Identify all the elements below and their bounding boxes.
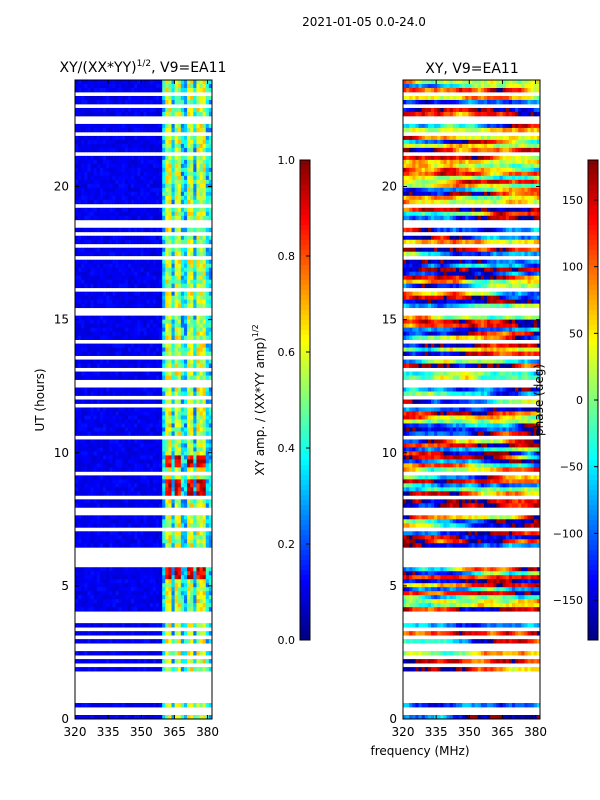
left-xtick-label: 320: [64, 725, 87, 739]
left-ytick-label: 0: [61, 712, 69, 726]
phase-colorbar-label: phase (deg): [532, 364, 546, 436]
right-ytick-label: 0: [389, 712, 397, 726]
amplitude-colorbar-tick-label: 0.8: [278, 250, 296, 263]
amp-cb-label-sup: 1/2: [251, 324, 260, 337]
left-heatmap: [75, 80, 213, 720]
left-title-sup: 1/2: [137, 59, 151, 69]
left-xtick-label: 335: [97, 725, 120, 739]
phase-colorbar-tick-label: −150: [553, 594, 583, 607]
left-ytick-label: 15: [54, 313, 69, 327]
right-panel: XY, V9=EA11 320 335 350 365 380 0 5 10 15 20 freq…: [370, 61, 547, 758]
left-axes-frame: [74, 79, 213, 720]
phase-colorbar-tick-label: −50: [560, 461, 583, 474]
left-ytick-label: 5: [61, 579, 69, 593]
right-heatmap: [403, 80, 541, 720]
right-axes-frame: [402, 79, 541, 720]
amplitude-colorbar-tick-label: 0.0: [278, 634, 296, 647]
left-ytick-label: 10: [54, 446, 69, 460]
right-ytick-label: 5: [389, 579, 397, 593]
right-xtick-label: 335: [425, 725, 448, 739]
amplitude-colorbar-ticks: 0.0 0.2 0.4 0.6 0.8 1.0: [278, 154, 310, 647]
phase-colorbar-ticks: −150 −100 −50 0 50 100 150: [553, 194, 598, 607]
phase-colorbar: −150 −100 −50 0 50 100 150 phase (deg): [532, 159, 599, 641]
left-title-main: XY/(XX*YY): [60, 60, 137, 76]
right-xtick-label: 320: [392, 725, 415, 739]
amplitude-colorbar-gradient: [300, 160, 310, 641]
phase-colorbar-tick-label: 150: [562, 194, 583, 207]
amplitude-colorbar: 0.0 0.2 0.4 0.6 0.8 1.0 XY amp. / (XX*YY amp)…: [251, 154, 311, 647]
phase-colorbar-tick-label: 0: [576, 394, 583, 407]
left-panel: XY/(XX*YY)1/2, V9=EA11 320 335 350 365 380 0 5…: [33, 59, 226, 739]
left-xtick-label: 365: [163, 725, 186, 739]
right-xlabel: frequency (MHz): [370, 744, 469, 758]
amplitude-colorbar-tick-label: 0.4: [278, 442, 296, 455]
left-ylabel: UT (hours): [33, 368, 47, 431]
phase-colorbar-tick-label: 100: [562, 261, 583, 274]
left-axes: 320 335 350 365 380 0 5 10 15 20: [54, 80, 219, 739]
amplitude-colorbar-tick-label: 0.6: [278, 346, 296, 359]
phase-colorbar-gradient: [588, 160, 598, 641]
right-panel-title: XY, V9=EA11: [425, 61, 519, 77]
right-xtick-label: 365: [491, 725, 514, 739]
left-xtick-label: 350: [130, 725, 153, 739]
right-xtick-label: 380: [524, 725, 547, 739]
left-ytick-label: 20: [54, 180, 69, 194]
right-ytick-label: 10: [382, 446, 397, 460]
amplitude-colorbar-tick-label: 0.2: [278, 538, 296, 551]
left-panel-title: XY/(XX*YY)1/2, V9=EA11: [60, 59, 227, 76]
figure-suptitle: 2021-01-05 0.0-24.0: [302, 15, 426, 29]
right-ytick-label: 20: [382, 180, 397, 194]
right-axes: 320 335 350 365 380 0 5 10 15 20: [382, 80, 547, 739]
phase-colorbar-tick-label: 50: [569, 327, 583, 340]
amp-cb-label-main: XY amp. / (XX*YY amp): [253, 337, 267, 475]
right-ytick-label: 15: [382, 313, 397, 327]
right-xtick-label: 350: [458, 725, 481, 739]
phase-colorbar-tick-label: −100: [553, 527, 583, 540]
amplitude-colorbar-frame: [299, 159, 311, 641]
amplitude-colorbar-label: XY amp. / (XX*YY amp)1/2: [251, 324, 267, 475]
left-xtick-label: 380: [196, 725, 219, 739]
amplitude-colorbar-tick-label: 1.0: [278, 154, 296, 167]
left-title-tail: , V9=EA11: [151, 60, 226, 76]
